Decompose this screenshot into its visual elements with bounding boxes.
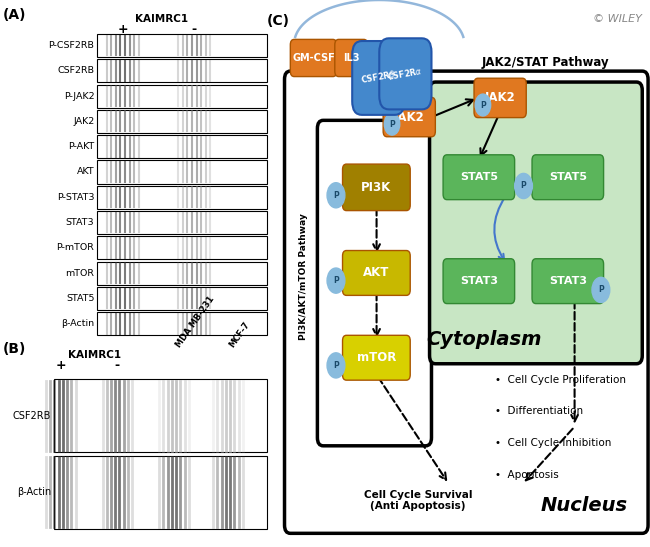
Text: (B): (B) [3, 342, 26, 356]
Text: (C): (C) [267, 14, 290, 28]
Bar [97, 59, 267, 83]
Bar [97, 236, 267, 259]
Circle shape [475, 94, 491, 116]
Text: +: + [118, 23, 128, 36]
Bar [97, 186, 267, 209]
Bar [97, 110, 267, 133]
Text: P-AKT: P-AKT [68, 142, 94, 151]
Bar [97, 261, 267, 285]
Text: Cell Cycle Survival
(Anti Apoptosis): Cell Cycle Survival (Anti Apoptosis) [364, 490, 472, 511]
Text: JAK2: JAK2 [394, 110, 424, 124]
Text: AKT: AKT [363, 266, 389, 280]
Text: CSF2R$\beta$: CSF2R$\beta$ [359, 68, 396, 87]
Text: P: P [333, 276, 339, 285]
FancyBboxPatch shape [380, 38, 432, 109]
Text: mTOR: mTOR [66, 269, 94, 278]
FancyBboxPatch shape [430, 82, 642, 364]
Circle shape [384, 113, 400, 135]
Circle shape [592, 277, 610, 302]
FancyBboxPatch shape [317, 120, 432, 446]
FancyBboxPatch shape [474, 78, 526, 118]
Text: •  Differentiation: • Differentiation [495, 406, 584, 416]
Text: +: + [55, 359, 66, 373]
Bar [54, 456, 267, 529]
Text: JAK2: JAK2 [73, 117, 94, 126]
Text: STAT5: STAT5 [460, 172, 498, 182]
FancyBboxPatch shape [443, 259, 515, 304]
Text: STAT5: STAT5 [549, 172, 587, 182]
Circle shape [327, 268, 345, 293]
Text: MCF-7: MCF-7 [228, 320, 252, 349]
Text: STAT3: STAT3 [549, 276, 587, 286]
Text: JAK2: JAK2 [485, 91, 515, 104]
Circle shape [327, 353, 345, 378]
Text: STAT5: STAT5 [66, 294, 94, 303]
FancyBboxPatch shape [352, 41, 404, 115]
Text: MDA MB-231: MDA MB-231 [174, 294, 216, 349]
Text: P: P [521, 182, 526, 190]
Text: •  Cell Cycle Inhibition: • Cell Cycle Inhibition [495, 438, 612, 448]
FancyBboxPatch shape [532, 155, 604, 200]
Text: CSF2R$\alpha$: CSF2R$\alpha$ [387, 65, 424, 83]
Text: JAK2/STAT Pathway: JAK2/STAT Pathway [482, 56, 610, 69]
Text: GM-CSF: GM-CSF [292, 53, 335, 63]
FancyBboxPatch shape [285, 71, 648, 533]
Bar [97, 287, 267, 310]
Text: P-STAT3: P-STAT3 [57, 193, 94, 202]
Text: KAIMRC1: KAIMRC1 [135, 14, 188, 24]
Text: P: P [333, 191, 339, 200]
Bar [97, 34, 267, 57]
Bar [97, 312, 267, 335]
Text: β-Actin: β-Actin [17, 487, 51, 497]
Text: P: P [480, 101, 486, 109]
Text: Cytoplasm: Cytoplasm [426, 330, 541, 348]
Text: -: - [115, 359, 120, 373]
FancyBboxPatch shape [343, 164, 410, 211]
Text: •  Cell Cycle Proliferation: • Cell Cycle Proliferation [495, 375, 627, 385]
FancyBboxPatch shape [335, 39, 368, 77]
Text: -: - [192, 23, 197, 36]
Text: CSF2RB: CSF2RB [57, 66, 94, 75]
Text: mTOR: mTOR [357, 351, 396, 364]
Text: β-Actin: β-Actin [61, 319, 94, 328]
Bar [97, 85, 267, 108]
FancyBboxPatch shape [383, 97, 436, 137]
Bar [97, 135, 267, 158]
Text: PI3K: PI3K [361, 181, 391, 194]
Text: © WILEY: © WILEY [593, 14, 642, 24]
Circle shape [515, 173, 532, 199]
Text: P: P [598, 286, 604, 294]
Text: AKT: AKT [77, 167, 94, 177]
Text: STAT3: STAT3 [66, 218, 94, 227]
Bar [97, 211, 267, 234]
Text: STAT3: STAT3 [460, 276, 498, 286]
Text: P: P [389, 120, 395, 129]
Text: P-CSF2RB: P-CSF2RB [49, 41, 94, 50]
Text: P-JAK2: P-JAK2 [64, 91, 94, 101]
Text: IL3: IL3 [343, 53, 359, 63]
Text: (A): (A) [3, 8, 26, 22]
Bar [97, 160, 267, 184]
FancyBboxPatch shape [343, 251, 410, 295]
Bar [54, 379, 267, 452]
Text: CSF2RB: CSF2RB [13, 411, 51, 421]
Text: PI3K/AKT/mTOR Pathway: PI3K/AKT/mTOR Pathway [300, 213, 308, 340]
FancyBboxPatch shape [443, 155, 515, 200]
Text: P-mTOR: P-mTOR [57, 243, 94, 252]
Text: Nucleus: Nucleus [541, 497, 628, 515]
FancyBboxPatch shape [532, 259, 604, 304]
Text: P: P [333, 361, 339, 370]
FancyBboxPatch shape [343, 335, 410, 380]
Circle shape [327, 183, 345, 208]
FancyBboxPatch shape [291, 39, 337, 77]
Text: KAIMRC1: KAIMRC1 [68, 350, 121, 360]
Text: •  Apoptosis: • Apoptosis [495, 470, 559, 480]
